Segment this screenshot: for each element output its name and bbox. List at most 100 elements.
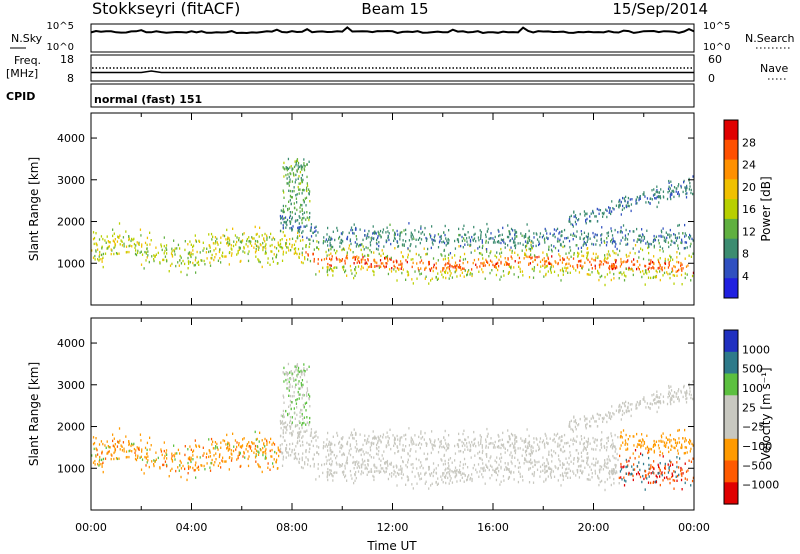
velocity-cell <box>230 459 233 462</box>
velocity-cell <box>605 466 608 469</box>
power-cell <box>163 252 165 255</box>
velocity-cell <box>666 402 669 406</box>
velocity-cell <box>497 466 499 470</box>
velocity-cell <box>645 476 647 479</box>
power-cell <box>430 234 432 237</box>
power-cell <box>654 197 656 200</box>
velocity-cell <box>363 453 365 456</box>
velocity-cell <box>369 449 372 452</box>
velocity-cell <box>279 444 281 447</box>
power-cell <box>448 259 450 262</box>
velocity-cell <box>308 365 310 368</box>
velocity-cell <box>306 387 308 390</box>
power-cell <box>382 252 384 255</box>
velocity-cell <box>661 471 663 474</box>
velocity-cell <box>173 454 175 457</box>
velocity-cell <box>559 460 561 463</box>
velocity-cell <box>385 436 387 439</box>
power-cell <box>204 263 206 266</box>
power-cell <box>658 266 660 270</box>
velocity-cell <box>576 468 578 472</box>
velocity-cell <box>517 466 520 469</box>
velocity-cell <box>562 462 564 465</box>
station-title: Stokkseyri (fitACF) <box>92 0 240 18</box>
noise-sky-line <box>90 26 695 35</box>
power-cell <box>632 273 634 277</box>
power-cell <box>384 257 386 260</box>
power-cell <box>675 239 678 242</box>
power-cell <box>154 255 156 258</box>
power-cell <box>654 238 657 242</box>
power-cell <box>648 270 650 273</box>
power-cell <box>98 238 101 241</box>
power-cell <box>683 181 685 184</box>
velocity-cell <box>653 472 655 475</box>
power-cell <box>306 163 308 166</box>
power-cell <box>92 231 95 234</box>
velocity-cell <box>644 474 647 477</box>
velocity-cell <box>360 472 362 476</box>
velocity-cell <box>640 444 642 447</box>
velocity-cell <box>171 467 173 471</box>
power-cell <box>283 221 285 224</box>
velocity-cell <box>564 442 566 445</box>
power-cell <box>684 272 686 275</box>
velocity-cell <box>301 423 303 427</box>
velocity-cell <box>222 460 224 463</box>
velocity-cell <box>600 443 602 446</box>
velocity-cell <box>190 460 192 464</box>
power-cell <box>597 255 599 258</box>
velocity-cell <box>405 483 407 486</box>
velocity-cell <box>651 394 653 397</box>
velocity-cell <box>285 425 288 429</box>
power-cell <box>99 258 101 261</box>
power-cell <box>677 192 679 195</box>
velocity-cell <box>382 467 384 470</box>
velocity-cell <box>292 377 295 380</box>
velocity-cell <box>335 461 338 464</box>
power-cell <box>682 190 684 194</box>
velocity-cell <box>449 468 451 472</box>
power-cell <box>410 243 412 246</box>
velocity-cell <box>661 473 663 477</box>
power-cell <box>685 265 688 268</box>
velocity-cell <box>405 445 407 448</box>
power-cell <box>190 243 192 246</box>
velocity-cell <box>459 464 461 467</box>
power-cell <box>368 254 370 257</box>
velocity-cell <box>104 444 106 447</box>
power-cell <box>586 217 588 221</box>
velocity-cell <box>562 450 564 454</box>
velocity-cell <box>673 446 675 449</box>
power-cell <box>288 184 290 187</box>
velocity-cell <box>670 439 672 442</box>
velocity-cell <box>579 464 581 468</box>
velocity-cell <box>473 438 475 442</box>
power-cell <box>678 193 680 196</box>
velocity-cell <box>507 429 509 432</box>
power-cell <box>661 268 663 272</box>
velocity-cell <box>295 367 297 370</box>
power-cell <box>603 239 605 243</box>
velocity-cell <box>163 449 165 453</box>
velocity-cell <box>587 456 589 459</box>
power-cell <box>195 271 197 274</box>
power-cell <box>590 263 592 266</box>
velocity-cell <box>605 449 608 452</box>
power-cell <box>440 237 442 240</box>
velocity-cell <box>306 389 309 392</box>
power-cell <box>634 252 636 255</box>
velocity-cell <box>671 445 673 448</box>
time-axis: 00:00 04:00 08:00 12:00 16:00 20:00 00:00 <box>75 521 710 534</box>
power-cell <box>524 252 526 255</box>
velocity-cell <box>296 364 298 368</box>
velocity-cell <box>394 442 396 446</box>
power-cell <box>590 212 592 215</box>
velocity-cell <box>428 465 430 469</box>
power-cell <box>643 193 645 196</box>
velocity-cell <box>215 458 217 461</box>
velocity-cell <box>289 432 291 435</box>
velocity-cell <box>299 421 301 424</box>
velocity-cell <box>301 456 303 459</box>
power-cell <box>440 234 442 238</box>
